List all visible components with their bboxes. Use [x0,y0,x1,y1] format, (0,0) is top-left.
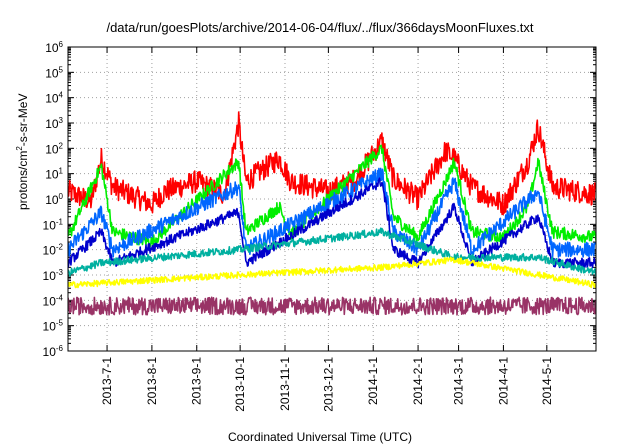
y-tick-label: 105 [45,65,63,80]
y-tick-label: 103 [45,116,63,131]
x-tick-label: 2013-11-1 [278,357,292,411]
x-tick-label: 2013-10-1 [233,357,247,412]
flux-series-line [68,144,596,248]
y-tick-label: 10-1 [43,217,64,232]
x-tick-label: 2013-8-1 [145,357,159,405]
y-tick-label: 10-6 [43,344,64,359]
x-tick-label: 2014-3-1 [452,357,466,405]
y-tick-label: 101 [45,167,63,182]
x-tick-label: 2014-5-1 [540,357,554,405]
y-axis-label: protons/cm2-s-sr-MeV [15,94,30,210]
flux-series-line [68,167,596,258]
y-axis-label-rest: -s-sr-MeV [16,93,30,147]
y-axis-label-exponent: 2 [15,146,24,151]
flux-series-line [68,256,596,289]
y-tick-label: 10-5 [43,319,64,334]
plot-frame [67,46,597,352]
y-axis-label-unit: protons/cm [16,150,30,210]
y-tick-label: 10-4 [43,293,64,308]
y-tick-label: 106 [45,40,63,55]
y-tick-label: 10-3 [43,268,64,283]
x-tick-label: 2013-7-1 [100,357,114,405]
x-tick-label: 2014-4-1 [496,357,510,405]
x-axis-label: Coordinated Universal Time (UTC) [227,430,413,444]
x-tick-label: 2014-2-1 [411,357,425,405]
flux-series-line [68,296,596,316]
y-tick-label: 104 [45,91,63,106]
y-tick-label: 100 [45,192,63,207]
x-tick-label: 2014-1-1 [366,357,380,405]
series-group [68,111,596,316]
flux-series-line [68,227,596,277]
flux-series-line [68,177,596,269]
x-tick-label: 2013-12-1 [321,357,335,412]
y-tick-label: 102 [45,141,63,156]
y-tick-label: 10-2 [43,243,64,258]
x-tick-label: 2013-9-1 [190,357,204,405]
chart-title: /data/run/goesPlots/archive/2014-06-04/f… [106,20,534,35]
